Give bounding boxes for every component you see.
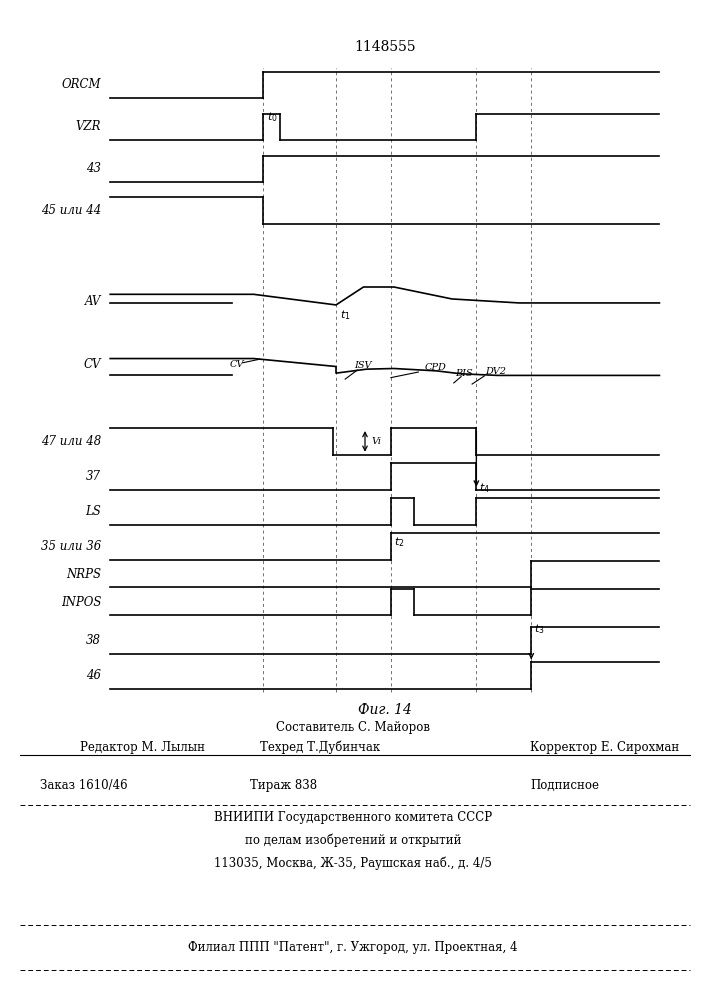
Text: Vi: Vi xyxy=(371,437,381,446)
Text: 35 или 36: 35 или 36 xyxy=(41,540,101,553)
Text: AV: AV xyxy=(85,295,101,308)
Text: 43: 43 xyxy=(86,162,101,175)
Text: $t_4$: $t_4$ xyxy=(479,481,491,495)
Text: $t_2$: $t_2$ xyxy=(394,535,404,549)
Text: Техред Т.Дубинчак: Техред Т.Дубинчак xyxy=(260,740,380,754)
Text: Подписное: Подписное xyxy=(530,778,599,792)
Text: ORCM: ORCM xyxy=(62,78,101,91)
Text: BIS: BIS xyxy=(455,369,473,378)
Text: CV: CV xyxy=(229,360,244,369)
Text: $t_1$: $t_1$ xyxy=(339,308,350,322)
Text: по делам изобретений и открытий: по делам изобретений и открытий xyxy=(245,833,461,847)
Text: 1148555: 1148555 xyxy=(354,40,416,54)
Text: 46: 46 xyxy=(86,669,101,682)
Text: 38: 38 xyxy=(86,634,101,647)
Text: 45 или 44: 45 или 44 xyxy=(41,204,101,217)
Text: $t_0$: $t_0$ xyxy=(267,110,278,124)
Text: ВНИИПИ Государственного комитета СССР: ВНИИПИ Государственного комитета СССР xyxy=(214,810,492,824)
Text: LS: LS xyxy=(86,505,101,518)
Text: Тираж 838: Тираж 838 xyxy=(250,778,317,792)
Text: Составитель С. Майоров: Составитель С. Майоров xyxy=(276,722,430,734)
Text: Филиал ППП "Патент", г. Ужгород, ул. Проектная, 4: Филиал ППП "Патент", г. Ужгород, ул. Про… xyxy=(188,942,518,954)
Text: Заказ 1610/46: Заказ 1610/46 xyxy=(40,778,128,792)
Text: VZR: VZR xyxy=(76,120,101,133)
Text: CV: CV xyxy=(83,358,101,371)
Text: DV2: DV2 xyxy=(486,367,506,376)
Text: 37: 37 xyxy=(86,470,101,483)
Text: ISV: ISV xyxy=(354,361,372,370)
Text: 47 или 48: 47 или 48 xyxy=(41,435,101,448)
Text: $t_3$: $t_3$ xyxy=(534,622,545,636)
Text: Фиг. 14: Фиг. 14 xyxy=(358,703,411,717)
Text: Редактор М. Лылын: Редактор М. Лылын xyxy=(80,740,205,754)
Text: 113035, Москва, Ж-35, Раушская наб., д. 4/5: 113035, Москва, Ж-35, Раушская наб., д. … xyxy=(214,856,492,870)
Text: NRPS: NRPS xyxy=(66,568,101,581)
Text: Корректор Е. Сирохман: Корректор Е. Сирохман xyxy=(530,740,679,754)
Text: CPD: CPD xyxy=(424,363,446,372)
Text: INPOS: INPOS xyxy=(61,596,101,609)
